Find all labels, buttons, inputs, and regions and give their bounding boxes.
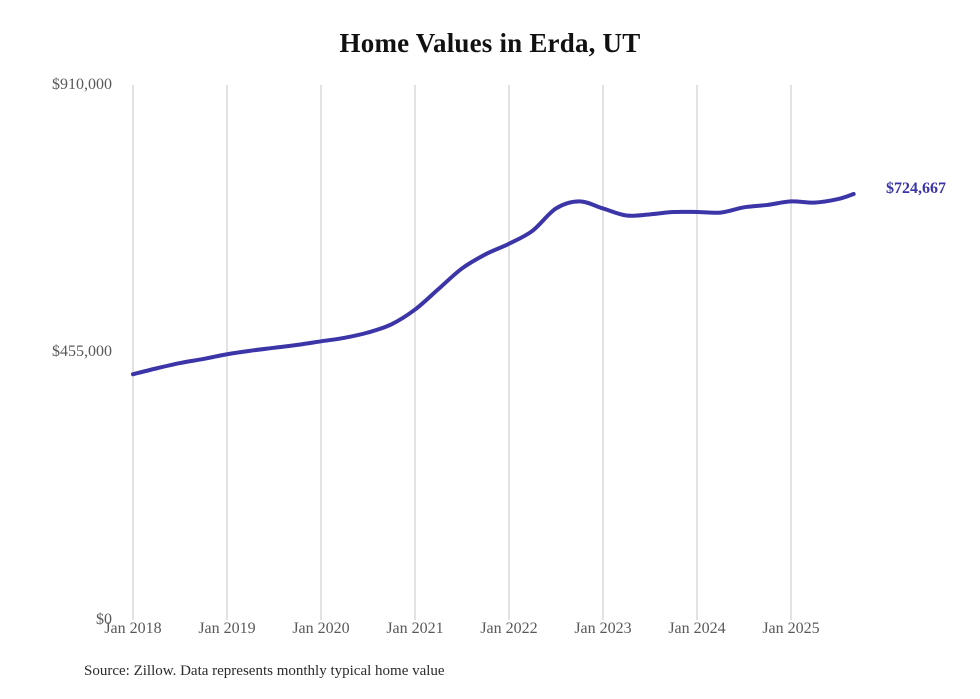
x-axis-tick-label-jan-2020: Jan 2020 [292, 620, 350, 637]
source-note: Source: Zillow. Data represents monthly … [84, 663, 445, 679]
x-axis-tick-label-jan-2023: Jan 2023 [574, 620, 632, 637]
chart-title: Home Values in Erda, UT [339, 28, 641, 58]
data-series-line [131, 191, 856, 377]
x-axis-tick-label-jan-2021: Jan 2021 [386, 620, 444, 637]
y-axis-tick-label-zero: $0 [96, 611, 112, 628]
x-axis-tick-label-jan-2019: Jan 2019 [198, 620, 256, 637]
x-axis-tick-label-jan-2022: Jan 2022 [480, 620, 538, 637]
y-axis-tick-label-mid: $455,000 [52, 343, 112, 360]
x-axis-tick-label-jan-2018: Jan 2018 [104, 620, 162, 637]
y-axis-tick-label-max: $910,000 [52, 76, 112, 93]
series-end-value-label: $724,667 [886, 180, 946, 197]
x-axis-tick-label-jan-2025: Jan 2025 [762, 620, 820, 637]
x-axis-tick-label-jan-2024: Jan 2024 [668, 620, 726, 637]
